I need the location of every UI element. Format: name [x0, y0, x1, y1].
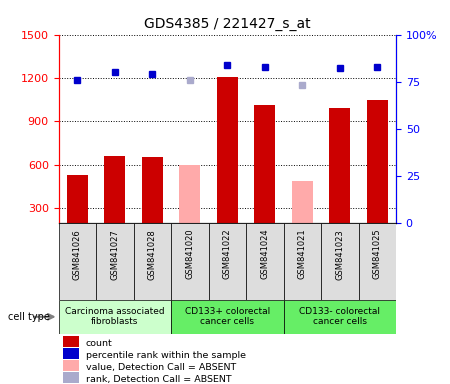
Bar — [284, 300, 396, 334]
Bar — [142, 157, 162, 223]
Bar — [104, 156, 125, 223]
Bar — [180, 165, 200, 223]
Text: GSM841026: GSM841026 — [73, 229, 82, 280]
Text: cell type: cell type — [8, 312, 50, 322]
Text: GSM841027: GSM841027 — [110, 229, 119, 280]
Bar — [329, 108, 350, 223]
Bar — [246, 223, 284, 300]
Bar — [67, 175, 88, 223]
Bar — [292, 181, 313, 223]
Text: GSM841024: GSM841024 — [260, 229, 269, 280]
Bar — [217, 77, 238, 223]
Bar — [63, 360, 79, 371]
Text: GSM841025: GSM841025 — [373, 229, 382, 280]
Bar — [367, 100, 387, 223]
Bar — [284, 223, 321, 300]
Text: Carcinoma associated
fibroblasts: Carcinoma associated fibroblasts — [65, 307, 165, 326]
Bar — [96, 223, 134, 300]
Bar — [63, 372, 79, 383]
Text: count: count — [86, 339, 112, 348]
Text: GSM841023: GSM841023 — [335, 229, 344, 280]
Bar — [359, 223, 396, 300]
Bar — [254, 106, 275, 223]
Text: percentile rank within the sample: percentile rank within the sample — [86, 351, 246, 359]
Text: GSM841021: GSM841021 — [298, 229, 307, 280]
Text: rank, Detection Call = ABSENT: rank, Detection Call = ABSENT — [86, 374, 231, 384]
Bar — [134, 223, 171, 300]
Bar — [171, 300, 284, 334]
Text: value, Detection Call = ABSENT: value, Detection Call = ABSENT — [86, 362, 236, 372]
Bar — [321, 223, 359, 300]
Text: GSM841020: GSM841020 — [185, 229, 194, 280]
Bar — [58, 300, 171, 334]
Text: CD133+ colorectal
cancer cells: CD133+ colorectal cancer cells — [184, 307, 270, 326]
Text: GSM841022: GSM841022 — [223, 229, 232, 280]
Text: CD133- colorectal
cancer cells: CD133- colorectal cancer cells — [299, 307, 380, 326]
Bar — [63, 348, 79, 359]
Bar — [171, 223, 208, 300]
Bar — [208, 223, 246, 300]
Text: GSM841028: GSM841028 — [148, 229, 157, 280]
Bar — [58, 223, 96, 300]
Title: GDS4385 / 221427_s_at: GDS4385 / 221427_s_at — [144, 17, 310, 31]
Bar — [63, 336, 79, 347]
